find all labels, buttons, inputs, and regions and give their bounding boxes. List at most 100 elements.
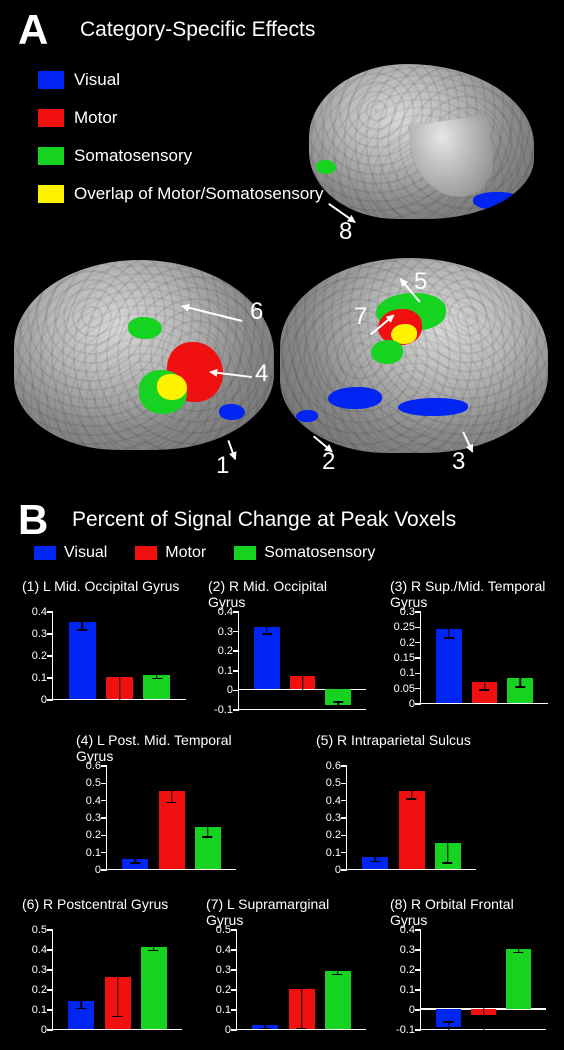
bar-motor — [471, 929, 496, 1029]
legend-b-label-visual: Visual — [64, 544, 107, 562]
panel-a-title: Category-Specific Effects — [80, 18, 315, 42]
legend-row-somatosensory: Somatosensory — [38, 140, 323, 172]
ytick-label: 0.2 — [32, 650, 53, 662]
legend-row-motor: Motor — [38, 102, 323, 134]
legend-b-label-somatosensory: Somatosensory — [264, 544, 375, 562]
errorbar — [265, 1021, 267, 1029]
errorbar — [447, 822, 449, 864]
ytick-label: 0 — [225, 1024, 237, 1036]
region-label-5: 5 — [414, 268, 427, 296]
panel-b-title: Percent of Signal Change at Peak Voxels — [72, 508, 456, 532]
ytick-label: 0.3 — [32, 628, 53, 640]
errorbar — [337, 701, 339, 709]
errorbar — [266, 619, 268, 635]
errorbar — [484, 672, 486, 690]
legend-b-swatch-somato — [234, 546, 256, 560]
legend-b-label-motor: Motor — [165, 544, 206, 562]
chart-8: (8) R Orbital Frontal Gyrus-0.100.10.20.… — [390, 896, 546, 1030]
ytick-label: 0.1 — [216, 1004, 237, 1016]
bar-motor — [399, 765, 425, 869]
bar-motor — [290, 611, 316, 709]
chart-7: (7) L Supramarginal Gyrus00.10.20.30.40.… — [206, 896, 366, 1030]
chart-plot-2: -0.100.10.20.30.4 — [238, 612, 366, 710]
chart-3: (3) R Sup./Mid. Temporal Gyrus00.050.10.… — [390, 578, 548, 704]
errorbar — [207, 817, 209, 838]
legend-row-overlap: Overlap of Motor/Somatosensory — [38, 178, 323, 210]
ytick-label: 0.1 — [32, 672, 53, 684]
bar-somatosensory — [141, 929, 167, 1029]
panel-a-letter: A — [18, 6, 48, 54]
errorbar — [153, 943, 155, 951]
bar-somatosensory — [143, 611, 170, 699]
errorbar — [483, 981, 485, 1049]
ytick-label: 0 — [409, 698, 421, 710]
bar-somatosensory — [325, 611, 351, 709]
bar-somatosensory — [435, 765, 461, 869]
ytick-label: 0 — [41, 694, 53, 706]
chart-6: (6) R Postcentral Gyrus00.10.20.30.40.5 — [22, 896, 182, 1030]
act-bl-green1 — [128, 317, 162, 339]
panel-a: A Category-Specific Effects Visual Motor… — [0, 0, 564, 490]
legend-swatch-somatosensory — [38, 147, 64, 165]
ytick-label: 0.1 — [32, 1004, 53, 1016]
chart-plot-8: -0.100.10.20.30.4 — [420, 930, 546, 1030]
ytick-label: 0.2 — [86, 829, 107, 841]
ytick-label: 0.1 — [218, 665, 239, 677]
chart-2: (2) R Mid. Occipital Gyrus-0.100.10.20.3… — [208, 578, 366, 710]
legend-b-visual: Visual — [34, 544, 107, 562]
ytick-label: 0.1 — [400, 984, 421, 996]
errorbar — [119, 633, 121, 721]
brain-medial — [309, 64, 534, 219]
ytick-label: 0.2 — [32, 984, 53, 996]
sulci-texture — [14, 260, 274, 450]
errorbar — [411, 782, 413, 799]
ytick-label: 0.4 — [32, 606, 53, 618]
bar-visual — [362, 765, 388, 869]
ytick-label: 0 — [95, 864, 107, 876]
charts-grid: (1) L Mid. Occipital Gyrus00.10.20.30.4(… — [16, 578, 554, 1036]
ytick-label: 0.1 — [400, 667, 421, 679]
bar-visual — [254, 611, 280, 709]
ytick-label: 0.4 — [32, 944, 53, 956]
ytick-label: 0.2 — [218, 645, 239, 657]
bar-visual — [69, 611, 96, 699]
bar-motor — [472, 611, 498, 703]
ytick-label: 0.2 — [400, 637, 421, 649]
ytick-label: 0.6 — [326, 760, 347, 772]
act-br-green2 — [371, 340, 403, 364]
chart-plot-3: 00.050.10.150.20.250.3 — [420, 612, 548, 704]
bar-somatosensory — [325, 929, 351, 1029]
bar-motor — [105, 929, 131, 1029]
ytick-label: 0 — [227, 684, 239, 696]
errorbar — [518, 945, 520, 953]
legend-swatch-visual — [38, 71, 64, 89]
legend-label-somatosensory: Somatosensory — [74, 140, 192, 172]
bar-motor — [106, 611, 133, 699]
region-label-1: 1 — [216, 452, 229, 480]
chart-plot-4: 00.10.20.30.40.50.6 — [106, 766, 236, 870]
act-br-blue1 — [398, 398, 468, 416]
chart-plot-6: 00.10.20.30.40.5 — [52, 930, 182, 1030]
bar-visual — [436, 929, 461, 1029]
legend-label-visual: Visual — [74, 64, 120, 96]
ytick-label: 0.3 — [32, 964, 53, 976]
errorbar — [81, 993, 83, 1009]
legend-b-somatosensory: Somatosensory — [234, 544, 375, 562]
errorbar — [135, 853, 137, 863]
ytick-label: 0.15 — [394, 652, 421, 664]
bar-visual — [122, 765, 148, 869]
bar-motor — [289, 929, 315, 1029]
ytick-label: 0.5 — [216, 924, 237, 936]
bar-visual — [252, 929, 278, 1029]
chart-5: (5) R Intraparietal Sulcus00.10.20.30.40… — [316, 732, 476, 870]
bar-visual — [436, 611, 462, 703]
ytick-label: 0.4 — [218, 606, 239, 618]
bar-somatosensory — [195, 765, 221, 869]
ytick-label: 0.5 — [86, 777, 107, 789]
ytick-label: 0.4 — [326, 795, 347, 807]
legend-row-visual: Visual — [38, 64, 323, 96]
ytick-label: 0.2 — [216, 984, 237, 996]
ytick-label: 0.3 — [400, 944, 421, 956]
legend-b-motor: Motor — [135, 544, 206, 562]
panel-b: B Percent of Signal Change at Peak Voxel… — [0, 490, 564, 1050]
